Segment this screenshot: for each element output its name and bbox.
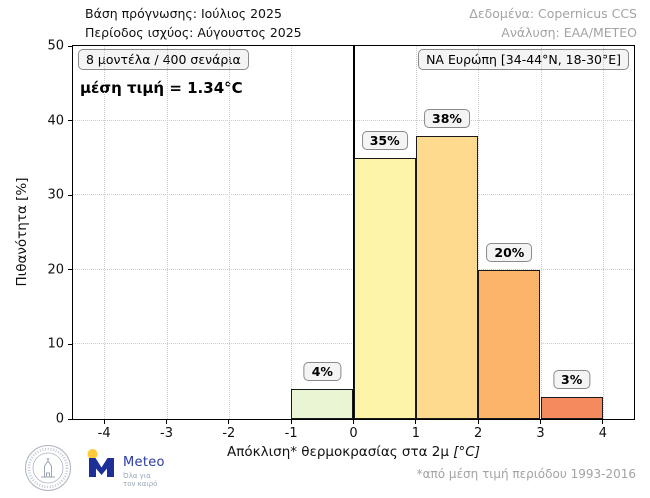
x-axis-unit: [°C] bbox=[453, 444, 480, 460]
x-tick-mark bbox=[540, 419, 541, 424]
meteo-logo-mark-icon bbox=[87, 449, 114, 477]
x-tick-mark bbox=[415, 419, 417, 424]
histogram-bar bbox=[353, 157, 416, 419]
data-source-text: Δεδομένα: Copernicus CCS bbox=[469, 6, 637, 21]
bar-value-label: 38% bbox=[424, 108, 470, 128]
bar-value-label: 35% bbox=[361, 130, 408, 150]
x-tick-label: 2 bbox=[474, 426, 483, 441]
baseline-footnote: *από μέση τιμή περιόδου 1993-2016 bbox=[416, 467, 636, 481]
x-tick-label: 0 bbox=[349, 426, 358, 441]
x-axis-label-text: Απόκλιση* θερμοκρασίας στα 2μ bbox=[227, 444, 449, 460]
y-tick-mark bbox=[68, 418, 73, 420]
y-tick-label: 10 bbox=[47, 336, 64, 352]
bar-value-label: 4% bbox=[303, 362, 341, 382]
x-tick-label: -4 bbox=[97, 426, 111, 441]
x-tick-label: -3 bbox=[160, 426, 173, 441]
vertical-gridline bbox=[104, 46, 106, 419]
bar-value-label: 3% bbox=[553, 369, 591, 389]
y-tick-mark bbox=[68, 343, 73, 345]
y-tick-mark bbox=[68, 269, 73, 271]
x-tick-label: -1 bbox=[284, 426, 298, 441]
analysis-credit-text: Ανάλυση: ΕΑΑ/ΜΕΤΕΟ bbox=[501, 25, 637, 40]
y-tick-mark bbox=[68, 194, 73, 196]
y-axis-label: Πιθανότητα [%] bbox=[14, 177, 30, 287]
vertical-gridline bbox=[291, 46, 293, 419]
histogram-bar bbox=[415, 135, 479, 419]
meteo-logo-name: Meteo bbox=[123, 455, 165, 470]
x-tick-mark bbox=[477, 419, 479, 424]
x-tick-mark bbox=[290, 419, 292, 424]
models-scenarios-badge: 8 μοντέλα / 400 σενάρια bbox=[78, 49, 249, 70]
meteo-logo-tagline: Όλα για τον καιρό bbox=[123, 472, 158, 488]
y-tick-label: 50 bbox=[47, 38, 64, 54]
region-badge: ΝΑ Ευρώπη [34-44°N, 18-30°E] bbox=[418, 49, 629, 70]
meteo-logo: Meteo Όλα για τον καιρό bbox=[86, 448, 165, 488]
x-tick-mark bbox=[353, 419, 354, 424]
footer-logos: Meteo Όλα για τον καιρό bbox=[24, 442, 165, 494]
vertical-gridline bbox=[166, 46, 168, 419]
histogram-bar bbox=[540, 396, 603, 419]
y-tick-label: 0 bbox=[55, 411, 64, 427]
x-tick-label: 3 bbox=[536, 426, 545, 441]
x-tick-label: -2 bbox=[222, 426, 236, 441]
histogram-bar bbox=[478, 269, 541, 419]
observatory-seal-icon bbox=[25, 445, 71, 491]
histogram-bar bbox=[291, 389, 354, 419]
x-tick-mark bbox=[103, 419, 105, 424]
x-tick-label: 1 bbox=[411, 426, 420, 441]
x-tick-mark bbox=[228, 419, 230, 424]
y-tick-label: 40 bbox=[47, 113, 64, 129]
forecast-valid-text: Περίοδος ισχύος: Αύγουστος 2025 bbox=[85, 25, 302, 40]
vertical-gridline bbox=[228, 46, 230, 419]
y-tick-label: 30 bbox=[47, 187, 64, 203]
vertical-gridline bbox=[478, 46, 480, 419]
y-tick-mark bbox=[68, 45, 73, 47]
vertical-gridline bbox=[602, 46, 604, 419]
plot-area: 8 μοντέλα / 400 σενάρια μέση τιμή = 1.34… bbox=[47, 39, 635, 441]
bar-value-label: 20% bbox=[486, 242, 533, 262]
x-tick-mark bbox=[165, 419, 167, 424]
y-tick-label: 20 bbox=[47, 262, 64, 278]
mean-value-label: μέση τιμή = 1.34°C bbox=[80, 79, 243, 97]
vertical-gridline bbox=[540, 46, 542, 419]
forecast-header: Βάση πρόγνωσης: Ιούλιος 2025 Περίοδος ισ… bbox=[85, 4, 302, 42]
y-tick-mark bbox=[68, 120, 73, 122]
meteo-logo-text: Meteo Όλα για τον καιρό bbox=[123, 448, 165, 488]
x-tick-mark bbox=[602, 419, 604, 424]
credits-header: Δεδομένα: Copernicus CCS Ανάλυση: ΕΑΑ/ΜΕ… bbox=[469, 4, 637, 42]
x-axis-label: Απόκλιση* θερμοκρασίας στα 2μ [°C] bbox=[72, 444, 635, 460]
x-tick-label: 4 bbox=[598, 426, 607, 441]
forecast-base-text: Βάση πρόγνωσης: Ιούλιος 2025 bbox=[85, 6, 282, 21]
